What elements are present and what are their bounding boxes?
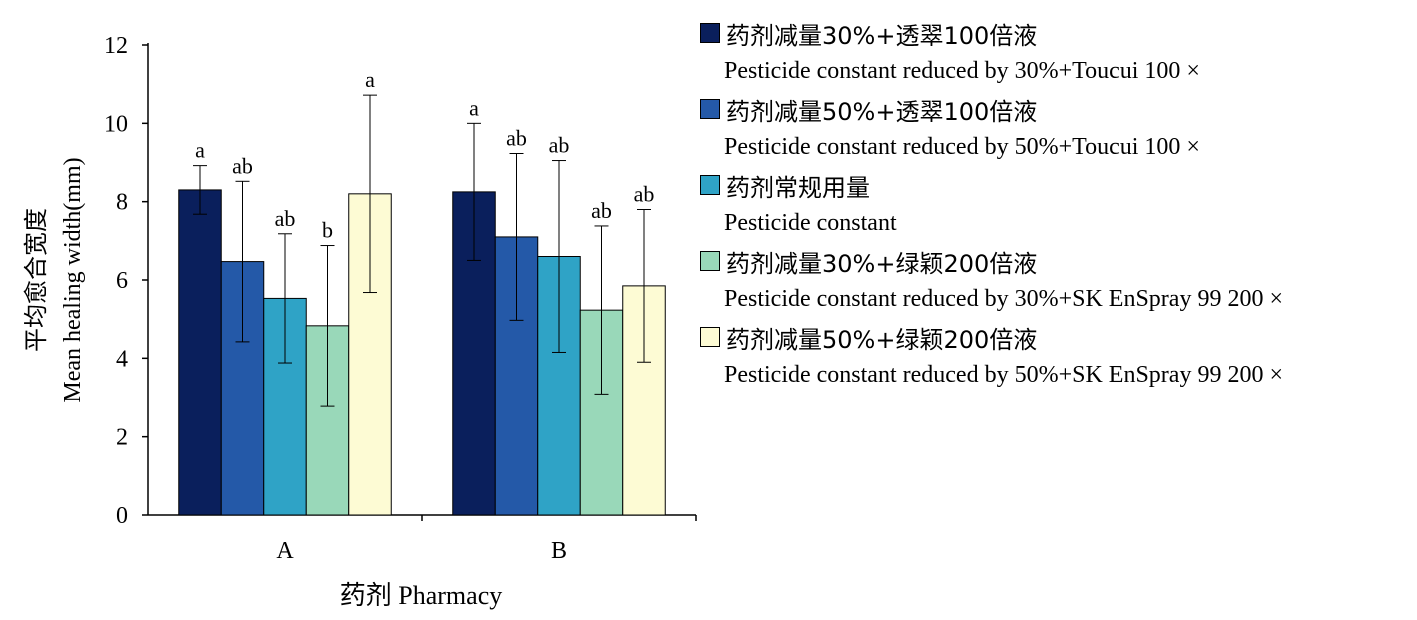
legend-row: 药剂常规用量 [700,166,1410,204]
significance-label: a [365,67,375,92]
significance-label: a [469,95,479,120]
significance-label: ab [591,198,612,223]
significance-label: ab [549,133,570,158]
legend-label-cn: 药剂减量30%+透翠100倍液 [726,21,1038,50]
legend-row: 药剂减量50%+绿颖200倍液 [700,318,1410,356]
legend-label-en: Pesticide constant reduced by 30%+Toucui… [724,58,1200,84]
significance-label: b [322,218,333,243]
legend-label-en: Pesticide constant reduced by 30%+SK EnS… [724,286,1283,312]
significance-label: ab [634,182,655,207]
y-tick-label: 6 [116,268,128,294]
legend-swatch [700,99,720,119]
y-tick-label: 4 [116,346,128,372]
legend-row: 药剂减量50%+透翠100倍液 [700,90,1410,128]
legend-swatch [700,327,720,347]
legend-item: 药剂减量50%+绿颖200倍液 Pesticide constant reduce… [700,318,1410,394]
legend-label-cn: 药剂减量30%+绿颖200倍液 [726,249,1038,278]
significance-label: ab [506,125,527,150]
y-tick-label: 0 [116,503,128,529]
y-tick-label: 10 [104,111,128,137]
x-tick-label: A [276,538,294,564]
significance-label: a [195,138,205,163]
legend-label-cn: 药剂减量50%+透翠100倍液 [726,97,1038,126]
legend-swatch [700,251,720,271]
legend-label-en: Pesticide constant reduced by 50%+Toucui… [724,134,1200,160]
legend-swatch [700,23,720,43]
legend-item: 药剂减量50%+透翠100倍液 Pesticide constant reduce… [700,90,1410,166]
legend-row: 药剂减量30%+透翠100倍液 [700,14,1410,52]
x-axis-title: 药剂 Pharmacy [340,581,502,610]
legend: 药剂减量30%+透翠100倍液 Pesticide constant reduce… [700,14,1410,394]
y-tick-label: 8 [116,190,128,216]
y-tick-label: 2 [116,425,128,451]
legend-label-en: Pesticide constant reduced by 50%+SK EnS… [724,362,1283,388]
y-tick-label: 12 [104,33,128,59]
legend-label-cn: 药剂常规用量 [726,173,870,202]
significance-label: ab [275,206,296,231]
significance-label: ab [232,153,253,178]
y-axis-title-en: Mean healing width(mm) [60,157,86,402]
legend-item: 药剂减量30%+透翠100倍液 Pesticide constant reduce… [700,14,1410,90]
legend-swatch [700,175,720,195]
legend-label-cn: 药剂减量50%+绿颖200倍液 [726,325,1038,354]
y-axis-title-cn: 平均愈合宽度 [22,208,50,352]
legend-row: 药剂减量30%+绿颖200倍液 [700,242,1410,280]
legend-label-en: Pesticide constant [724,210,897,236]
bar [178,189,222,516]
x-tick-label: B [551,538,567,564]
legend-item: 药剂减量30%+绿颖200倍液 Pesticide constant reduce… [700,242,1410,318]
legend-item: 药剂常规用量 Pesticide constant [700,166,1410,242]
